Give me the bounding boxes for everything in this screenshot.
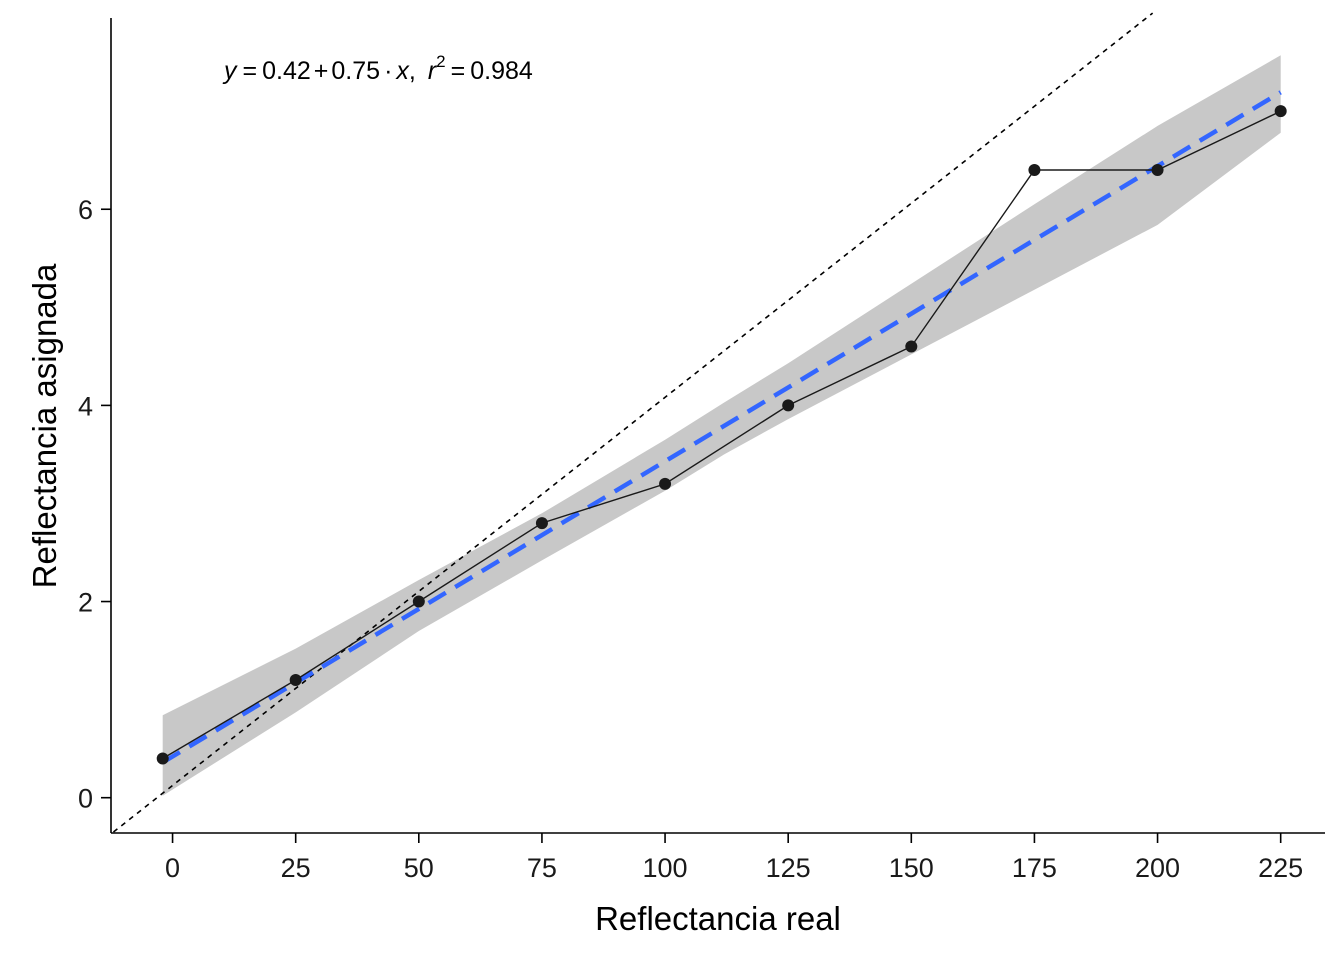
x-tick-label: 75 — [527, 853, 557, 883]
x-tick-label: 25 — [281, 853, 311, 883]
regression-line-layer — [161, 90, 1282, 765]
y-tick-label: 0 — [78, 784, 93, 814]
annot-equals: = — [243, 57, 258, 85]
data-point — [782, 399, 795, 412]
x-tick-label: 0 — [165, 853, 180, 883]
data-point — [156, 752, 169, 765]
regression-equation-annotation: y = 0.42 +0.75 · x, r2 = 0.984 — [222, 52, 533, 85]
x-tick-label: 50 — [404, 853, 434, 883]
x-axis-title: Reflectancia real — [595, 900, 841, 937]
annot-r-exp: 2 — [436, 52, 445, 71]
data-point — [289, 674, 302, 687]
data-series-layer — [156, 105, 1287, 765]
y-axis-title: Reflectancia asignada — [26, 263, 63, 588]
annot-x-var: x — [395, 57, 410, 85]
reference-line-layer — [112, 12, 1154, 833]
x-tick-label: 225 — [1258, 853, 1303, 883]
annot-plus: + — [314, 57, 329, 85]
x-tick-label: 100 — [643, 853, 688, 883]
reference-line — [112, 12, 1154, 833]
y-tick-label: 4 — [78, 391, 93, 421]
x-tick-label: 175 — [1012, 853, 1057, 883]
annot-comma: , — [409, 57, 416, 85]
data-point — [905, 340, 918, 353]
annot-r-eq: = — [451, 57, 466, 85]
data-point — [659, 477, 672, 490]
data-point — [412, 595, 425, 608]
x-tick-label: 150 — [889, 853, 934, 883]
axes-layer — [110, 18, 1325, 834]
regression-line — [161, 90, 1282, 765]
annot-y-var: y — [222, 57, 238, 85]
annot-dot: · — [384, 57, 392, 85]
data-point — [1274, 105, 1287, 118]
y-tick-label: 6 — [78, 195, 93, 225]
data-line — [162, 110, 1282, 760]
annot-slope: 0.75 — [331, 57, 380, 85]
annot-r-var: r — [428, 57, 438, 85]
x-ticks: 0 25 50 75 100 125 150 175 200 225 — [165, 833, 1303, 883]
data-point — [1151, 164, 1164, 177]
x-tick-label: 200 — [1135, 853, 1180, 883]
x-tick-label: 125 — [766, 853, 811, 883]
y-tick-label: 2 — [78, 588, 93, 618]
data-point — [1028, 164, 1041, 177]
data-point — [535, 517, 548, 530]
y-ticks: 0 2 4 6 — [78, 195, 111, 814]
annot-r-val: 0.984 — [470, 57, 533, 85]
annot-intercept: 0.42 — [262, 57, 311, 85]
